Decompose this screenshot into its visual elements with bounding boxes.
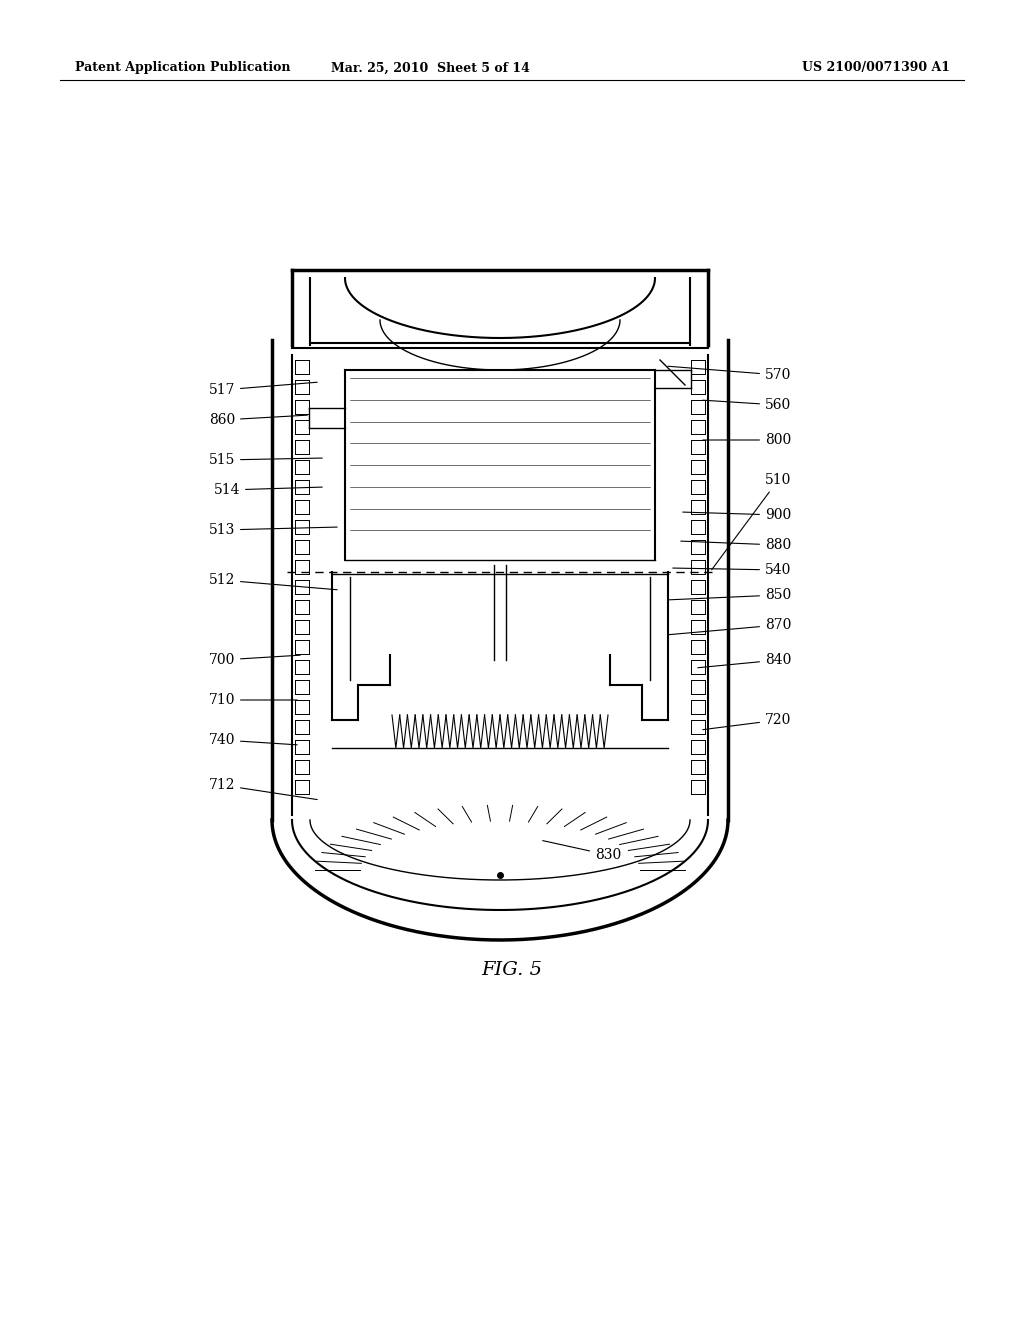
Text: 560: 560 <box>702 399 792 412</box>
Text: 514: 514 <box>213 483 323 498</box>
Text: 720: 720 <box>702 713 792 730</box>
Text: 517: 517 <box>209 383 317 397</box>
Text: 710: 710 <box>209 693 297 708</box>
Text: 870: 870 <box>668 618 792 635</box>
Text: 515: 515 <box>209 453 323 467</box>
Text: FIG. 5: FIG. 5 <box>481 961 543 979</box>
Text: 850: 850 <box>668 587 792 602</box>
Text: 860: 860 <box>209 413 307 426</box>
Text: 540: 540 <box>673 564 792 577</box>
Text: 840: 840 <box>697 653 792 668</box>
Text: 510: 510 <box>712 473 792 570</box>
Text: US 2100/0071390 A1: US 2100/0071390 A1 <box>802 62 950 74</box>
Text: 900: 900 <box>683 508 792 521</box>
Text: Mar. 25, 2010  Sheet 5 of 14: Mar. 25, 2010 Sheet 5 of 14 <box>331 62 529 74</box>
Text: 800: 800 <box>702 433 792 447</box>
Text: Patent Application Publication: Patent Application Publication <box>75 62 291 74</box>
Text: 830: 830 <box>543 841 622 862</box>
Text: 513: 513 <box>209 523 337 537</box>
Text: 712: 712 <box>209 777 317 800</box>
Text: 570: 570 <box>668 366 792 381</box>
Text: 740: 740 <box>209 733 297 747</box>
Text: 512: 512 <box>209 573 337 590</box>
Text: 880: 880 <box>681 539 792 552</box>
Text: 700: 700 <box>209 653 300 667</box>
